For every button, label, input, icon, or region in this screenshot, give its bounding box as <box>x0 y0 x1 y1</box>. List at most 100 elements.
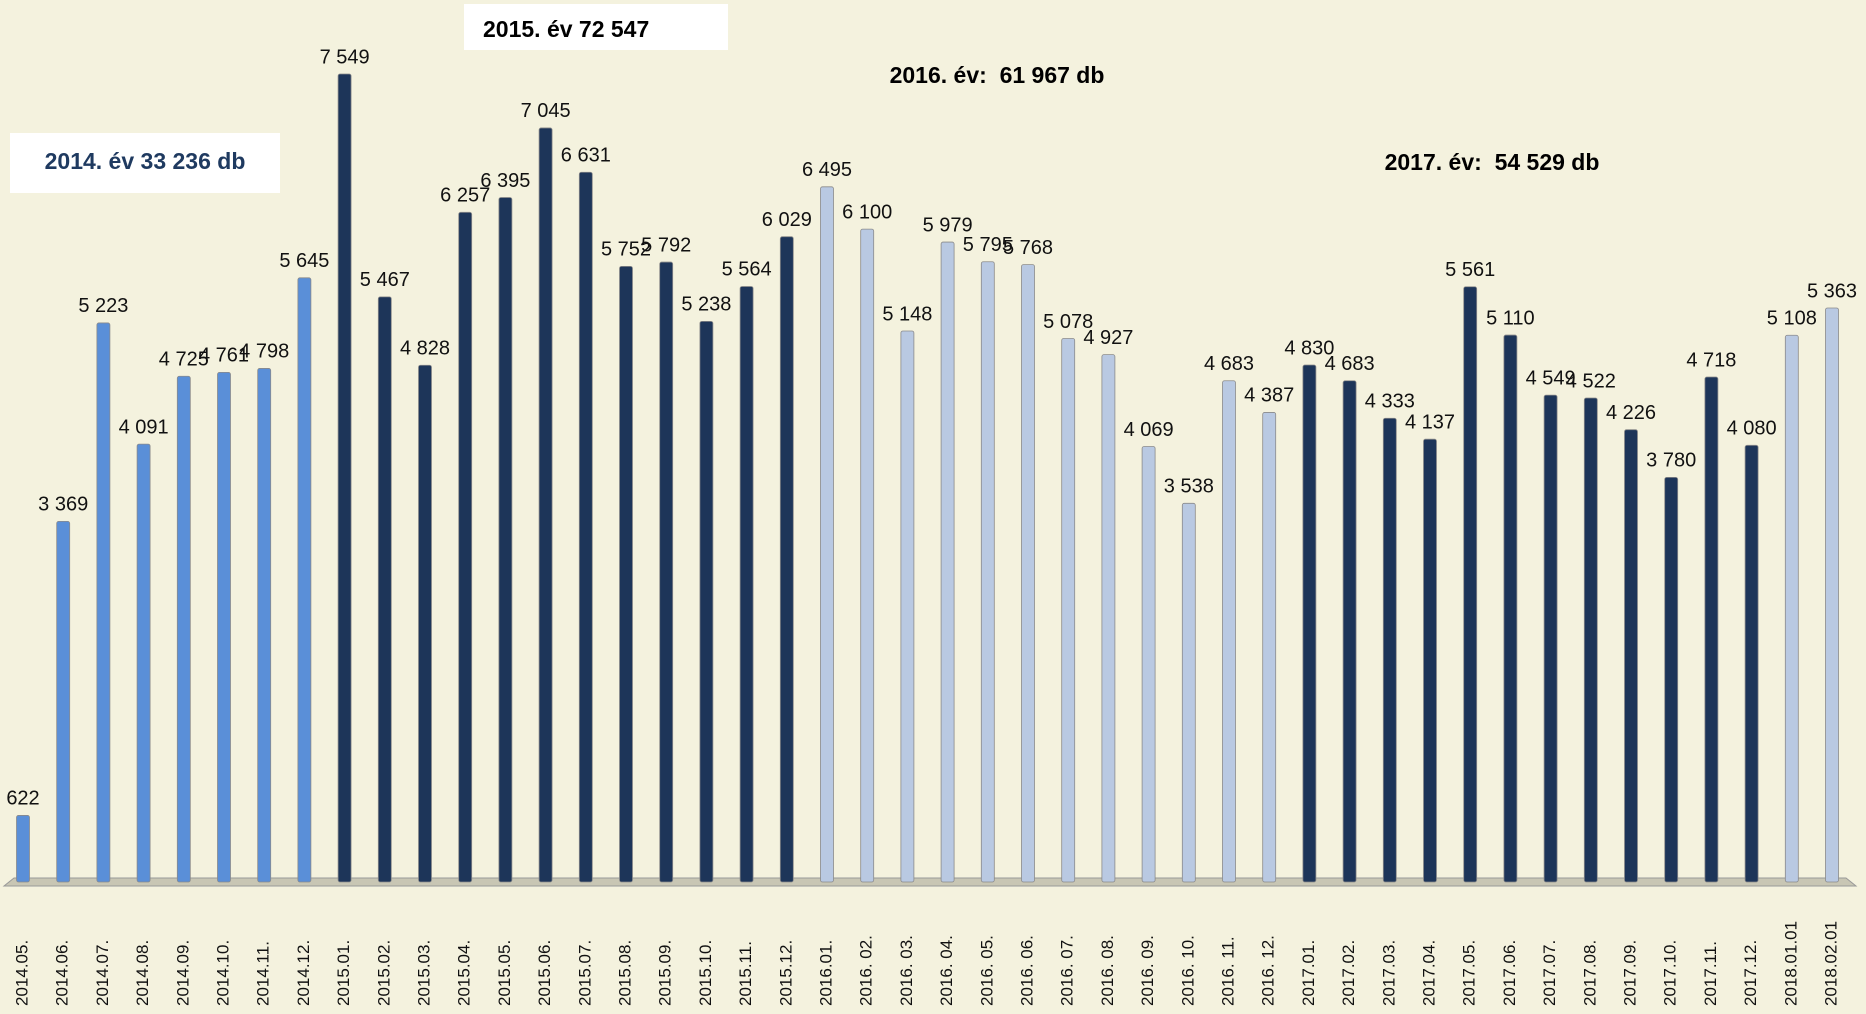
bar <box>257 368 272 883</box>
bar <box>377 296 392 883</box>
value-label: 5 148 <box>882 303 932 325</box>
bar <box>458 211 473 883</box>
annotation-box <box>10 133 280 193</box>
x-tick-label: 2016. 08. <box>1098 935 1117 1006</box>
bar <box>16 815 30 883</box>
value-label: 6 395 <box>480 170 530 192</box>
x-tick-label: 2017.05. <box>1460 940 1479 1006</box>
value-label: 3 369 <box>38 494 88 516</box>
value-label: 7 045 <box>521 100 571 122</box>
bar <box>659 261 674 883</box>
x-tick-label: 2017.10. <box>1661 940 1680 1006</box>
value-label: 5 363 <box>1807 280 1857 302</box>
bar <box>1744 444 1759 883</box>
value-label: 4 725 <box>159 349 209 371</box>
bar <box>538 127 553 883</box>
bar <box>1583 397 1598 883</box>
value-label: 5 110 <box>1486 307 1535 329</box>
x-tick-label: 2016. 04. <box>937 935 956 1006</box>
x-tick-label: 2016. 07. <box>1058 935 1077 1006</box>
value-label: 622 <box>6 788 39 810</box>
annotation: 2016. év: 61 967 db <box>890 62 1105 88</box>
bar <box>1021 264 1035 883</box>
bar <box>578 171 593 883</box>
x-tick-label: 2017.02. <box>1339 940 1358 1006</box>
bar <box>779 236 794 883</box>
value-label: 5 561 <box>1445 259 1495 281</box>
x-tick-label: 2016. 11. <box>1218 936 1237 1006</box>
bar <box>1101 354 1116 883</box>
bar <box>1141 446 1156 883</box>
annotation-box <box>464 4 728 50</box>
x-tick-label: 2016. 12. <box>1259 935 1278 1006</box>
x-tick-label: 2018.02.01 <box>1821 921 1840 1006</box>
bar <box>136 443 151 883</box>
value-label: 5 979 <box>923 214 973 236</box>
annotation: 2017. év: 54 529 db <box>1385 149 1600 175</box>
bar <box>96 322 111 883</box>
bar <box>900 330 915 883</box>
bar <box>1624 429 1638 883</box>
value-label: 5 108 <box>1767 308 1817 330</box>
value-label: 4 828 <box>400 338 450 360</box>
bar <box>1664 477 1679 883</box>
bar <box>739 286 754 883</box>
value-label: 5 467 <box>360 269 410 291</box>
bar <box>1222 380 1236 883</box>
value-label: 3 780 <box>1646 450 1696 472</box>
bar <box>619 265 633 883</box>
x-tick-label: 2015.01. <box>334 940 353 1006</box>
x-tick-label: 2017.01. <box>1299 940 1318 1006</box>
value-label: 4 927 <box>1083 327 1133 349</box>
value-label: 4 333 <box>1365 391 1415 413</box>
bar <box>337 73 352 883</box>
bar <box>1463 286 1478 883</box>
x-tick-label: 2018.01.01 <box>1781 921 1800 1006</box>
x-tick-label: 2015.09. <box>656 940 675 1006</box>
bar <box>1181 502 1196 883</box>
annotation: 2014. év 33 236 db <box>45 148 246 174</box>
bar <box>498 197 513 883</box>
x-tick-label: 2015.03. <box>414 940 433 1006</box>
x-tick-label: 2015.10. <box>696 940 715 1006</box>
value-label: 4 080 <box>1727 418 1777 440</box>
x-tick-label: 2017.08. <box>1580 940 1599 1006</box>
x-tick-label: 2015.05. <box>495 940 514 1006</box>
x-tick-label: 2015.12. <box>776 940 795 1006</box>
bar <box>418 364 432 883</box>
bar <box>297 277 312 883</box>
bar <box>176 375 191 883</box>
bar <box>860 228 875 883</box>
x-tick-label: 2016. 09. <box>1138 935 1157 1006</box>
floor <box>2 877 1858 887</box>
bar <box>1382 417 1397 883</box>
value-label: 4 683 <box>1325 353 1375 375</box>
x-tick-label: 2017.06. <box>1500 940 1519 1006</box>
x-tick-label: 2015.08. <box>615 940 634 1006</box>
value-label: 3 538 <box>1164 476 1214 498</box>
bar <box>1825 307 1839 883</box>
x-tick-label: 2014.05. <box>12 940 31 1006</box>
x-tick-label: 2016. 03. <box>897 935 916 1006</box>
x-tick-label: 2014.07. <box>93 940 112 1006</box>
value-label: 4 549 <box>1526 367 1576 389</box>
x-tick-label: 2015.02. <box>374 940 393 1006</box>
bar <box>1342 380 1357 883</box>
bar <box>1503 334 1518 883</box>
value-label: 5 752 <box>601 239 651 261</box>
bar <box>940 241 955 883</box>
value-label: 4 522 <box>1566 370 1616 392</box>
x-tick-label: 2014.08. <box>133 940 152 1006</box>
x-tick-label: 2015.04. <box>455 940 474 1006</box>
x-tick-label: 2014.12. <box>294 940 313 1006</box>
x-tick-label: 2016. 10. <box>1178 935 1197 1006</box>
x-tick-label: 2016.01. <box>816 940 835 1006</box>
x-tick-label: 2014.10. <box>213 940 232 1006</box>
value-label: 5 645 <box>279 250 329 272</box>
x-tick-label: 2017.07. <box>1540 940 1559 1006</box>
x-tick-label: 2015.07. <box>575 940 594 1006</box>
value-label: 4 387 <box>1244 385 1294 407</box>
value-label: 4 830 <box>1284 337 1334 359</box>
value-label: 4 761 <box>199 345 249 367</box>
